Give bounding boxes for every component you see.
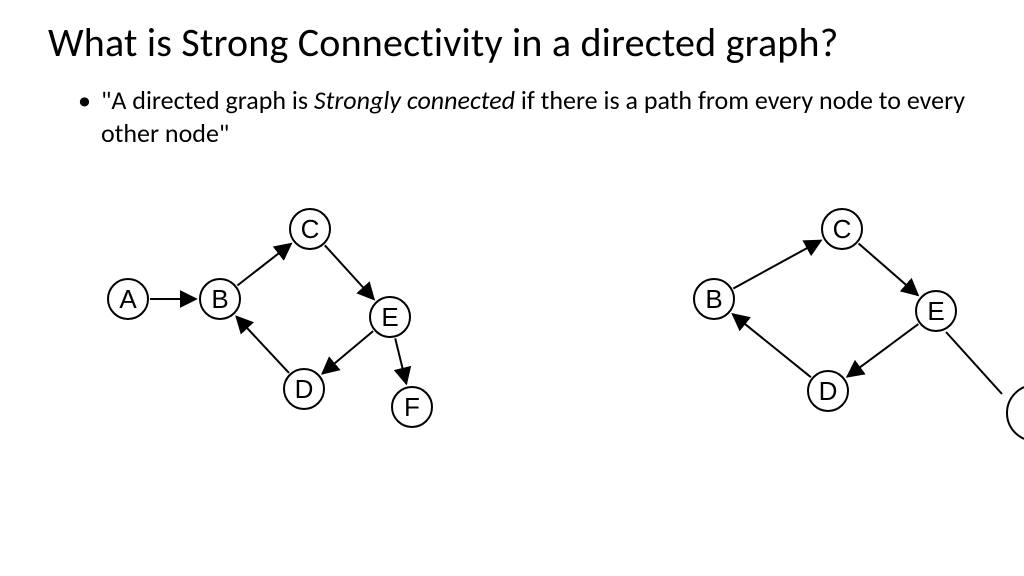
graph-node-a: A [107, 278, 149, 320]
graph-node-c: C [821, 208, 863, 250]
graph-node-b: B [693, 278, 735, 320]
graph-left: A B C D E F [78, 189, 508, 449]
graph-edge-partial [946, 332, 1002, 394]
graph-edge [236, 317, 289, 373]
bullet-marker: • [78, 84, 91, 149]
graph-node-e: E [369, 296, 411, 338]
bullet-item: • "A directed graph is Strongly connecte… [78, 84, 976, 149]
graph-edge [325, 245, 374, 299]
graph-edge [859, 243, 918, 295]
graph-edge [733, 241, 821, 289]
graph-node-partial [1007, 385, 1024, 441]
graph-node-d: D [283, 368, 325, 410]
graph-node-f: F [391, 386, 433, 428]
graph-node-b: B [199, 278, 241, 320]
bullet-emphasis: Strongly connected [314, 84, 515, 116]
graph-edge [322, 331, 373, 373]
bullet-list: • "A directed graph is Strongly connecte… [70, 84, 976, 149]
slide: What is Strong Connectivity in a directe… [0, 0, 1024, 519]
bullet-text: "A directed graph is Strongly connected … [101, 84, 976, 149]
graph-node-c: C [289, 208, 331, 250]
graph-node-e: E [915, 290, 957, 332]
graph-edge [237, 244, 291, 286]
bullet-prefix: "A directed graph is [101, 84, 314, 116]
graph-edge [395, 338, 406, 383]
graph-edge [847, 324, 918, 377]
graph-node-d: D [807, 370, 849, 412]
slide-title: What is Strong Connectivity in a directe… [48, 20, 976, 66]
graph-right: B C D E [588, 189, 1024, 449]
graph-edges [588, 189, 1024, 449]
graph-edge [733, 314, 811, 377]
diagram-area: A B C D E F B C D E [48, 189, 976, 519]
